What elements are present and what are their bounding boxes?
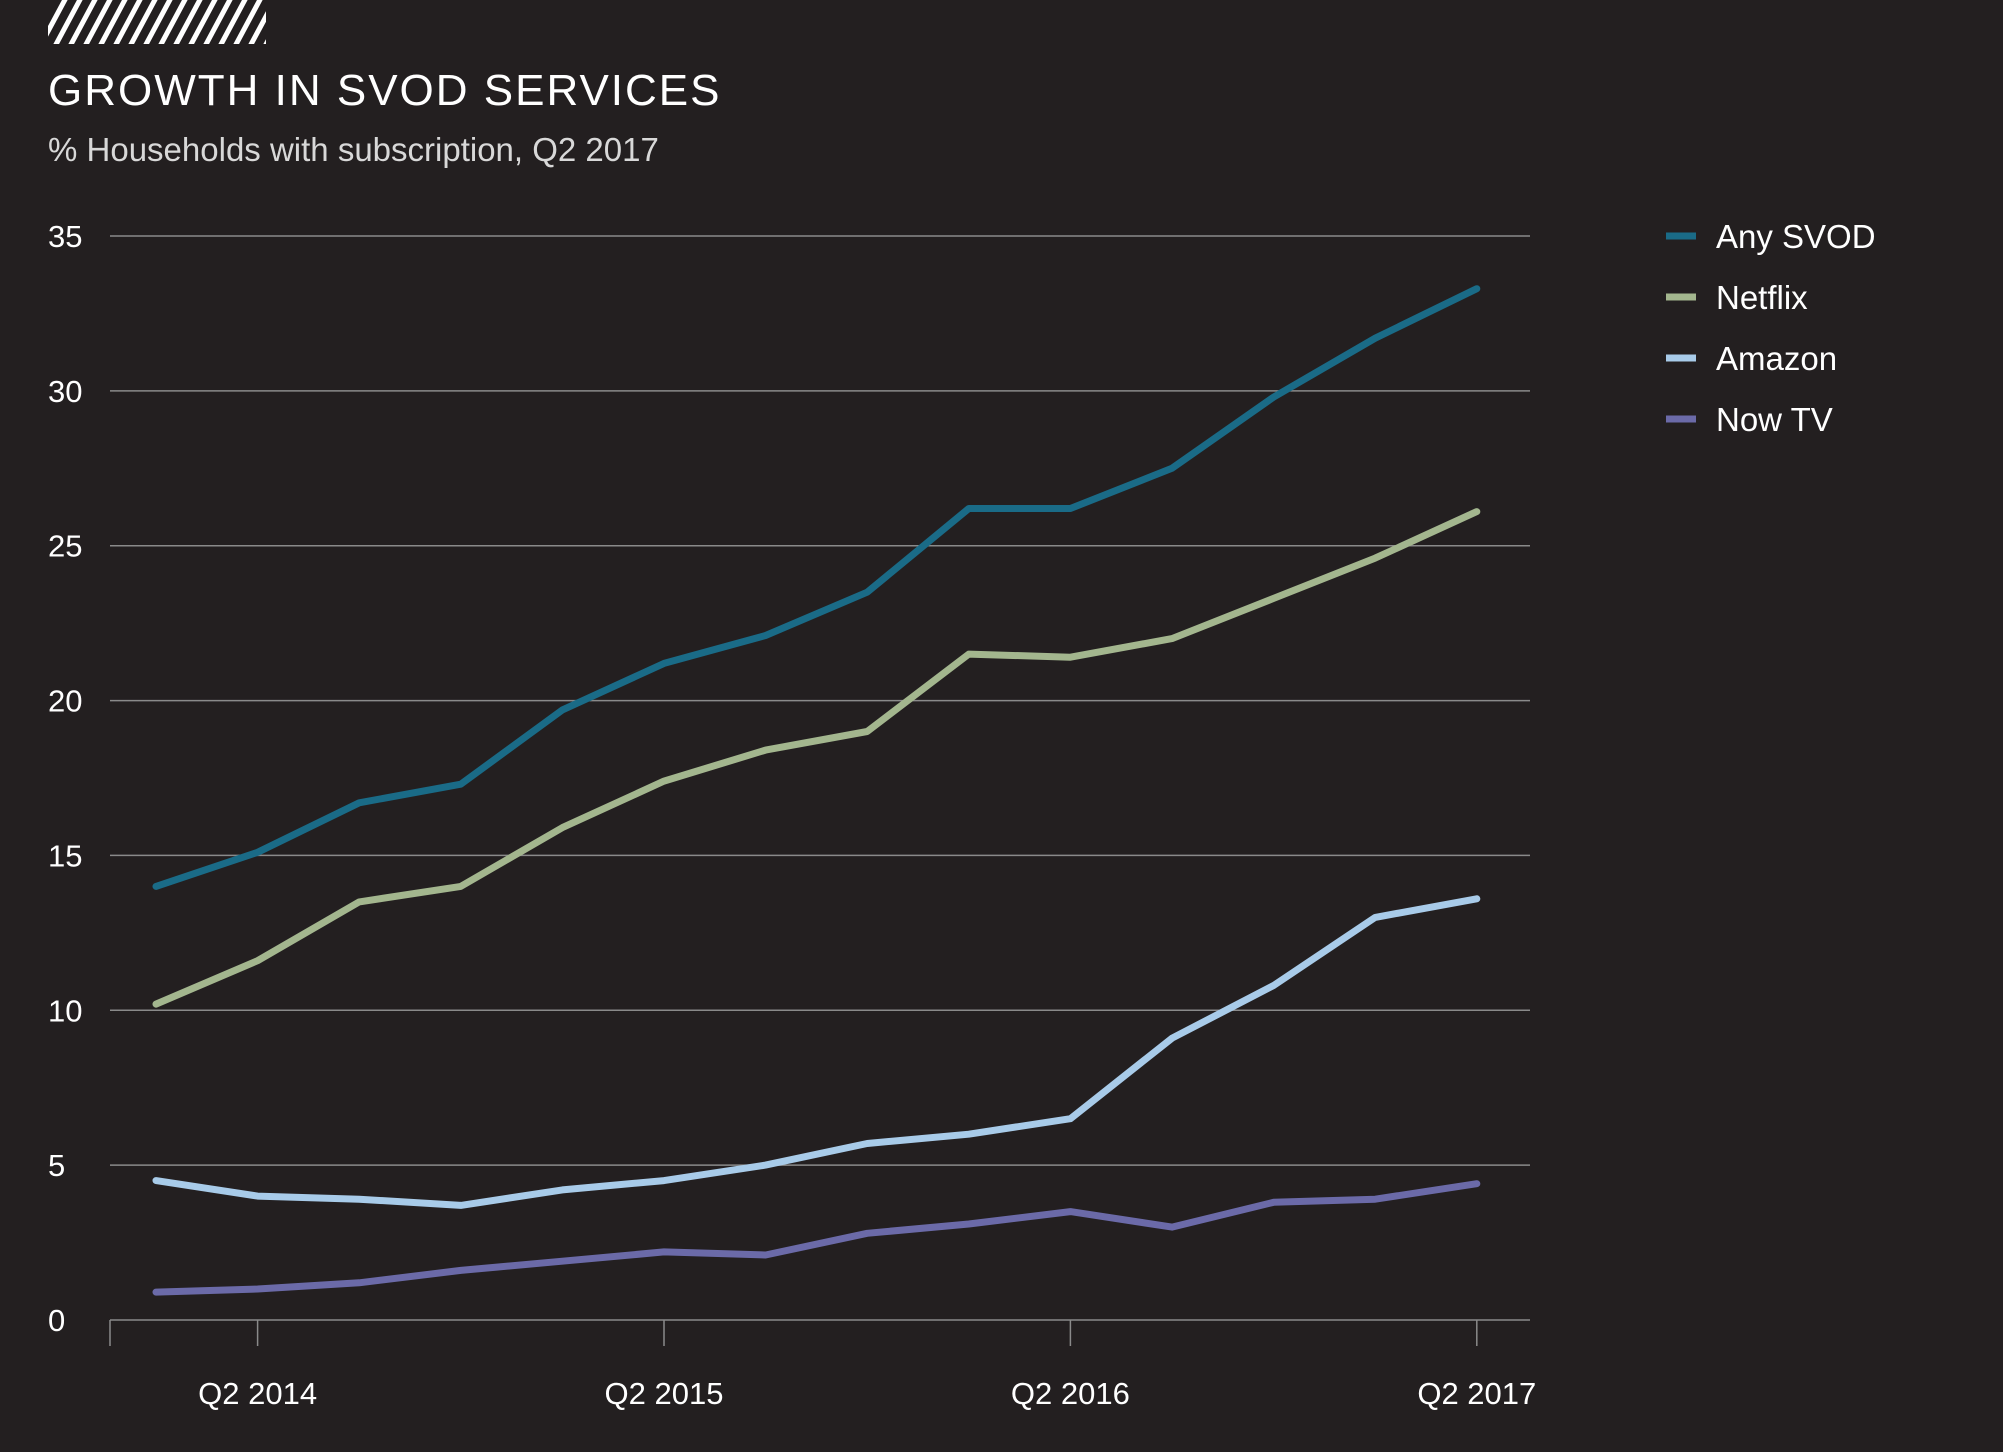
x-tick-label: Q2 2017 [1417, 1376, 1536, 1411]
chart-title: GROWTH IN SVOD SERVICES [48, 66, 722, 115]
axis-layer: 0 5 10 15 20 25 30 35 Q2 2014 Q2 2015 Q2 2016 Q2 20… [48, 219, 1536, 1411]
series-line-any-svod [152, 285, 1481, 890]
series-line-amazon [152, 895, 1481, 1209]
series-layer [152, 285, 1481, 1296]
y-tick-label: 20 [48, 684, 82, 719]
series-line-netflix [152, 508, 1481, 1008]
grid-layer [110, 235, 1530, 1321]
legend-label: Any SVOD [1716, 218, 1876, 255]
legend-label: Amazon [1716, 340, 1837, 377]
legend-label: Netflix [1716, 279, 1808, 316]
y-tick-label: 5 [48, 1148, 65, 1183]
x-tick-label: Q2 2016 [1011, 1376, 1130, 1411]
y-tick-label: 30 [48, 374, 82, 409]
y-tick-label: 10 [48, 993, 82, 1028]
legend-item-any-svod: Any SVOD [1666, 218, 1876, 255]
legend: Any SVOD Netflix Amazon Now TV [1666, 218, 1876, 438]
hatch-decoration [48, 0, 266, 44]
y-tick-label: 0 [48, 1303, 65, 1338]
x-tick-label: Q2 2015 [605, 1376, 724, 1411]
chart-subtitle: % Households with subscription, Q2 2017 [48, 131, 659, 168]
x-tick-label: Q2 2014 [198, 1376, 317, 1411]
y-tick-label: 25 [48, 529, 82, 564]
y-tick-label: 35 [48, 219, 82, 254]
legend-label: Now TV [1716, 401, 1833, 438]
y-tick-label: 15 [48, 838, 82, 873]
legend-item-amazon: Amazon [1666, 340, 1837, 377]
series-line-now-tv [152, 1180, 1481, 1296]
legend-item-netflix: Netflix [1666, 279, 1808, 316]
legend-item-now-tv: Now TV [1666, 401, 1833, 438]
